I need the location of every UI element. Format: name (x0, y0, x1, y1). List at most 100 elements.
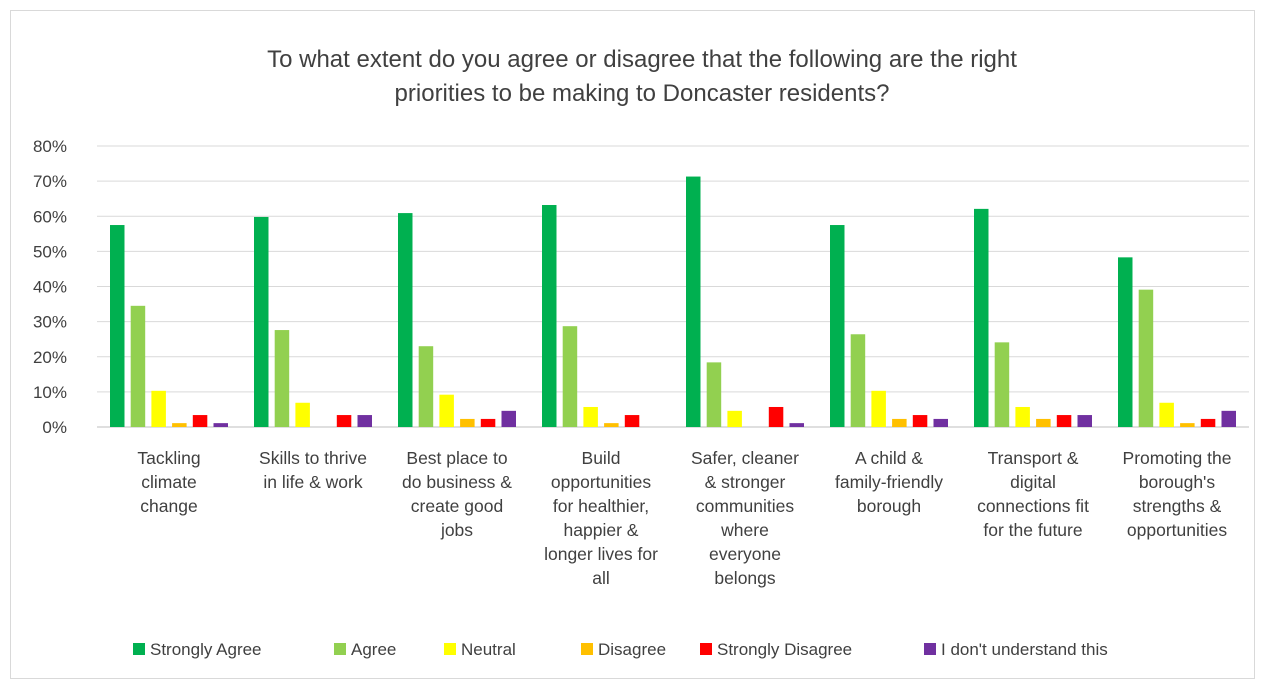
x-category-label-line: everyone (709, 544, 781, 564)
legend-swatch (133, 643, 145, 655)
bar (871, 390, 886, 427)
x-category-label-line: & stronger (705, 472, 786, 492)
y-tick-label: 20% (33, 348, 67, 367)
y-tick-label: 80% (33, 137, 67, 156)
x-category-label-line: digital (1010, 472, 1056, 492)
bar (1077, 415, 1092, 427)
bar (583, 406, 598, 427)
bar (912, 415, 928, 427)
bar (974, 208, 989, 427)
x-category-label: Best place to do business & create good job… (402, 448, 512, 540)
gridlines (97, 145, 1249, 428)
bar (1015, 406, 1030, 427)
bar (830, 225, 845, 427)
x-category-label-line: connections fit (977, 496, 1089, 516)
bar (686, 176, 701, 427)
bar (295, 402, 310, 427)
x-category-label-line: in life & work (263, 472, 362, 492)
x-category-label-line: Tackling (137, 448, 200, 468)
x-category-label: Safer, cleaner & stronger communities where… (691, 448, 799, 588)
legend-swatch (924, 643, 936, 655)
x-category-label: Build opportunities for healthier, happier … (544, 448, 658, 588)
x-category-label-line: jobs (440, 520, 473, 540)
x-category-label-line: Transport & (988, 448, 1079, 468)
chart-title: To what extent do you agree or disagree … (267, 46, 1017, 107)
chart-frame: To what extent do you agree or disagree … (10, 10, 1255, 679)
x-category-label-line: change (140, 496, 197, 516)
bar (1200, 418, 1216, 427)
x-category-label-line: Build (582, 448, 621, 468)
legend: Strongly Agree Agree Neutral Disagree Strong… (133, 640, 1108, 659)
x-category-label-line: communities (696, 496, 794, 516)
bar (151, 390, 166, 427)
bar (789, 423, 804, 427)
bar (1118, 257, 1133, 427)
chart-title-line-2: priorities to be making to Doncaster res… (395, 80, 890, 107)
x-axis-categories: Tackling climate change Skills to thrive in … (137, 448, 1231, 588)
bar (1138, 289, 1154, 427)
bar (274, 330, 290, 427)
y-tick-label: 0% (42, 418, 67, 437)
chart-svg: To what extent do you agree or disagree … (33, 46, 1249, 659)
bar (418, 346, 434, 427)
x-category-label-line: Skills to thrive (259, 448, 367, 468)
x-category-label-line: family-friendly (835, 472, 943, 492)
bar (933, 418, 948, 427)
x-category-label-line: belongs (714, 568, 776, 588)
x-category-label: A child & family-friendly borough (835, 448, 943, 516)
legend-label: Agree (351, 640, 396, 659)
x-category-label-line: where (720, 520, 769, 540)
bar (768, 406, 784, 427)
x-category-label: Tackling climate change (137, 448, 200, 516)
bar (727, 410, 742, 427)
x-category-label-line: A child & (855, 448, 923, 468)
x-category-label-line: do business & (402, 472, 512, 492)
x-category-label-line: opportunities (1127, 520, 1227, 540)
legend-swatch (581, 643, 593, 655)
bar (1180, 423, 1195, 427)
legend-label: Strongly Agree (150, 640, 262, 659)
legend-label: Strongly Disagree (717, 640, 852, 659)
bar (604, 423, 619, 427)
bar (850, 334, 866, 427)
x-category-label-line: opportunities (551, 472, 651, 492)
bar (1221, 410, 1236, 427)
y-tick-label: 10% (33, 383, 67, 402)
bar (501, 410, 516, 427)
chart-title-line-1: To what extent do you agree or disagree … (267, 46, 1017, 73)
x-category-label-line: Promoting the (1123, 448, 1232, 468)
x-category-label: Transport & digital connections fit for the… (977, 448, 1089, 540)
bar (398, 213, 413, 427)
y-tick-label: 40% (33, 278, 67, 297)
bar (130, 305, 146, 427)
bar (1056, 415, 1072, 427)
bar (1036, 418, 1051, 427)
legend-swatch (700, 643, 712, 655)
x-category-label: Promoting the borough's strengths & opportu… (1123, 448, 1232, 540)
x-category-label-line: longer lives for (544, 544, 658, 564)
x-category-label-line: create good (411, 496, 503, 516)
x-category-label-line: all (592, 568, 610, 588)
y-tick-label: 70% (33, 172, 67, 191)
x-category-label-line: strengths & (1133, 496, 1222, 516)
bar (892, 418, 907, 427)
x-category-label-line: for healthier, (553, 496, 649, 516)
bar (213, 423, 228, 427)
bar (460, 418, 475, 427)
bar (480, 418, 496, 427)
y-axis-ticks: 0% 10% 20% 30% 40% 50% 60% 70% 80% (33, 137, 67, 437)
bar (254, 216, 269, 427)
bar (439, 394, 454, 427)
legend-label: I don't understand this (941, 640, 1108, 659)
x-category-label: Skills to thrive in life & work (259, 448, 367, 492)
y-tick-label: 30% (33, 313, 67, 332)
x-category-label-line: borough (857, 496, 921, 516)
bar (110, 225, 125, 427)
y-tick-label: 50% (33, 242, 67, 261)
x-category-label-line: climate (141, 472, 196, 492)
x-category-label-line: happier & (564, 520, 639, 540)
bar (562, 326, 578, 427)
x-category-label-line: Best place to (406, 448, 507, 468)
bar (172, 423, 187, 427)
bar (192, 415, 208, 427)
